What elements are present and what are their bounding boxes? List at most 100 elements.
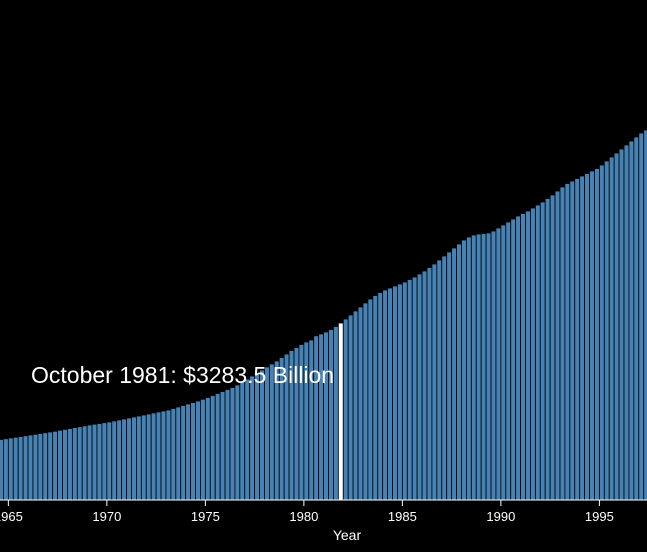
bar[interactable] bbox=[67, 428, 73, 501]
bar[interactable] bbox=[372, 295, 379, 501]
bar[interactable] bbox=[62, 428, 68, 501]
bar[interactable] bbox=[377, 292, 384, 501]
bar[interactable] bbox=[539, 201, 546, 501]
bar[interactable] bbox=[37, 433, 44, 501]
bar[interactable] bbox=[333, 326, 339, 501]
bar[interactable] bbox=[495, 227, 502, 501]
bar[interactable] bbox=[126, 417, 132, 501]
bar[interactable] bbox=[475, 233, 482, 501]
bar[interactable] bbox=[185, 403, 191, 501]
bar[interactable] bbox=[214, 393, 221, 501]
bar[interactable] bbox=[554, 190, 561, 501]
bar[interactable] bbox=[446, 251, 453, 501]
bar[interactable] bbox=[342, 318, 349, 501]
bar[interactable] bbox=[352, 310, 359, 501]
bar[interactable] bbox=[52, 430, 59, 501]
bar[interactable] bbox=[190, 402, 196, 501]
bar[interactable] bbox=[510, 218, 517, 501]
bar[interactable] bbox=[96, 423, 103, 501]
bar[interactable] bbox=[534, 204, 541, 501]
bar[interactable] bbox=[500, 224, 507, 501]
bar[interactable] bbox=[436, 259, 443, 501]
bar[interactable] bbox=[27, 434, 34, 501]
bar[interactable] bbox=[480, 233, 487, 501]
bar[interactable] bbox=[7, 437, 14, 501]
bar[interactable] bbox=[594, 168, 600, 501]
bar[interactable] bbox=[613, 152, 620, 501]
bar[interactable] bbox=[234, 384, 241, 501]
bar[interactable] bbox=[239, 381, 246, 501]
bar[interactable] bbox=[200, 398, 206, 501]
bar[interactable] bbox=[564, 183, 571, 501]
bar[interactable] bbox=[579, 175, 586, 501]
bar[interactable] bbox=[249, 375, 256, 501]
bar[interactable] bbox=[367, 298, 374, 501]
bar[interactable] bbox=[71, 427, 78, 501]
bar[interactable] bbox=[515, 215, 521, 501]
bar[interactable] bbox=[618, 148, 625, 501]
bar[interactable] bbox=[461, 239, 467, 501]
bar[interactable] bbox=[525, 210, 531, 501]
bar[interactable] bbox=[392, 285, 398, 501]
bar[interactable] bbox=[76, 426, 83, 501]
bar[interactable] bbox=[638, 132, 645, 501]
bar[interactable] bbox=[397, 283, 403, 501]
bar[interactable] bbox=[160, 410, 167, 501]
bar[interactable] bbox=[608, 156, 615, 501]
bar[interactable] bbox=[180, 405, 187, 501]
bar[interactable] bbox=[244, 378, 251, 501]
bar[interactable] bbox=[362, 302, 369, 501]
bar[interactable] bbox=[17, 436, 24, 501]
bar[interactable] bbox=[382, 289, 388, 501]
bar[interactable] bbox=[505, 221, 512, 501]
bar[interactable] bbox=[323, 331, 329, 501]
bar[interactable] bbox=[347, 314, 354, 501]
bar[interactable] bbox=[451, 247, 457, 501]
bar[interactable] bbox=[12, 436, 19, 501]
bar[interactable] bbox=[328, 329, 334, 501]
bar[interactable] bbox=[22, 435, 29, 501]
bar[interactable] bbox=[254, 372, 260, 501]
highlighted-bar[interactable] bbox=[337, 322, 344, 501]
bar[interactable] bbox=[574, 178, 581, 501]
bar[interactable] bbox=[47, 431, 54, 501]
bar[interactable] bbox=[520, 213, 526, 501]
bar[interactable] bbox=[224, 389, 231, 501]
bar[interactable] bbox=[259, 369, 265, 501]
bar[interactable] bbox=[32, 433, 39, 501]
bar[interactable] bbox=[195, 400, 201, 501]
bar[interactable] bbox=[456, 243, 462, 501]
bar[interactable] bbox=[584, 173, 590, 501]
bar[interactable] bbox=[544, 198, 551, 501]
bar[interactable] bbox=[229, 387, 236, 501]
bar[interactable] bbox=[155, 411, 162, 501]
bar[interactable] bbox=[490, 230, 497, 501]
bar[interactable] bbox=[406, 279, 413, 501]
bar[interactable] bbox=[57, 429, 63, 501]
bar[interactable] bbox=[426, 267, 433, 501]
bar[interactable] bbox=[86, 424, 93, 501]
bar[interactable] bbox=[549, 194, 556, 501]
bar[interactable] bbox=[81, 425, 88, 501]
bar[interactable] bbox=[431, 263, 438, 501]
bar[interactable] bbox=[589, 170, 595, 501]
bar[interactable] bbox=[170, 408, 177, 501]
bar[interactable] bbox=[470, 234, 477, 501]
bar[interactable] bbox=[416, 273, 423, 501]
bar[interactable] bbox=[466, 236, 472, 501]
bar[interactable] bbox=[0, 439, 4, 501]
bar[interactable] bbox=[401, 281, 408, 501]
bar[interactable] bbox=[101, 422, 108, 501]
bar[interactable] bbox=[633, 136, 640, 501]
bar[interactable] bbox=[140, 414, 147, 501]
bar[interactable] bbox=[204, 397, 211, 501]
bar[interactable] bbox=[209, 395, 216, 501]
bar[interactable] bbox=[530, 207, 536, 501]
bar[interactable] bbox=[136, 415, 142, 501]
bar[interactable] bbox=[559, 186, 566, 501]
bar[interactable] bbox=[318, 333, 324, 501]
bar[interactable] bbox=[150, 412, 157, 501]
bar[interactable] bbox=[421, 270, 428, 501]
bar[interactable] bbox=[441, 255, 448, 501]
bar[interactable] bbox=[121, 418, 127, 501]
